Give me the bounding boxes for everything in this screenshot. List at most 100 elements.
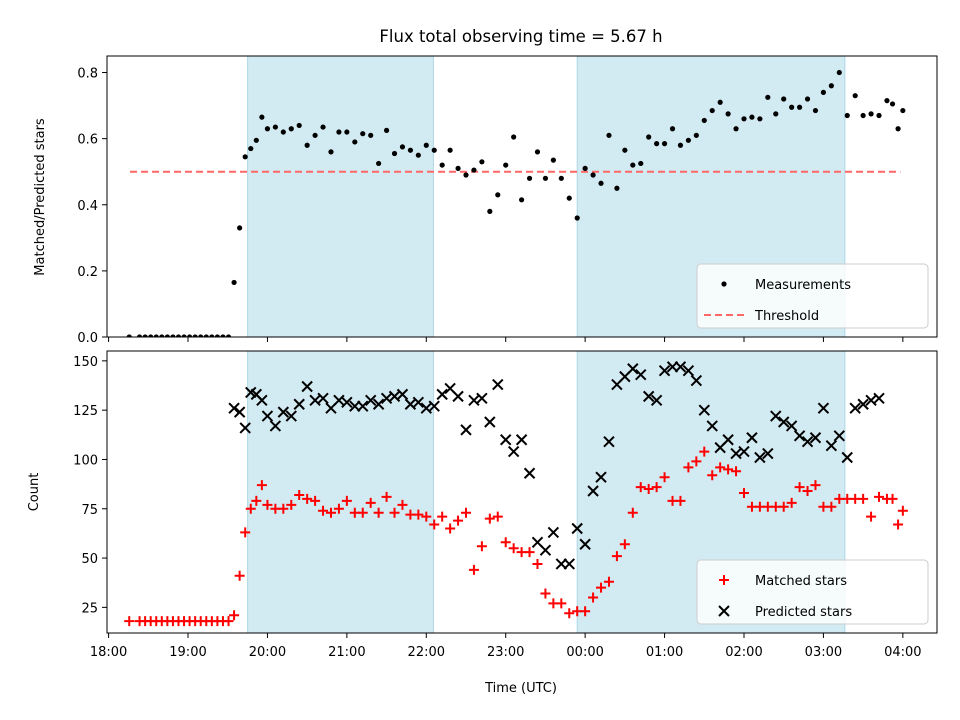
data-point [304,142,310,148]
data-point [203,334,209,337]
data-point [630,162,636,168]
data-point [532,558,543,569]
data-point [318,505,329,516]
data-point [181,334,187,337]
data-point [658,365,671,377]
data-point [407,147,414,153]
data-point [622,147,628,153]
data-point [590,172,596,178]
data-point [328,149,334,155]
data-point [598,180,604,186]
data-point [245,503,256,514]
data-point [288,126,294,132]
data-point [413,509,424,520]
series-matched-stars [124,446,908,627]
data-point [793,430,806,442]
bottom-y-axis-label: Count [27,473,42,512]
data-point [866,511,877,522]
data-point [519,197,525,203]
data-point [373,507,384,518]
data-point [437,511,448,522]
data-point [476,392,488,405]
data-point [770,410,782,422]
data-point [809,432,822,444]
data-point [164,334,170,337]
data-point [841,451,853,464]
y-tick-label: 25 [81,601,98,616]
data-point [650,394,663,407]
data-point [142,334,148,337]
data-point [476,541,487,552]
x-tick-label: 22:00 [408,645,445,660]
data-point [381,491,392,502]
legend-box [696,559,929,625]
data-point [749,114,755,120]
data-point [495,192,501,198]
data-point [611,551,622,562]
data-point [341,495,352,506]
data-point [868,111,874,117]
data-point [428,400,440,412]
data-point [707,470,718,481]
data-point [781,96,787,102]
data-point [635,482,646,493]
data-point [317,392,329,405]
data-point [677,142,684,148]
data-point [225,334,232,337]
data-point [515,434,528,446]
y-tick-label: 0.6 [77,133,98,148]
data-point [277,406,290,418]
legend: Matched stars Predicted stars [696,559,929,625]
shaded-region-1 [247,55,434,338]
data-point [159,334,165,337]
data-point [447,147,453,153]
data-point [479,159,485,165]
data-point [484,513,495,524]
data-point [778,501,789,512]
axes-frame [106,55,938,338]
data-point [455,165,461,171]
data-point [785,420,798,432]
data-point [825,439,838,452]
data-point [0,334,3,339]
data-point [614,185,620,191]
data-point [285,410,297,422]
data-point [659,472,670,483]
data-point [223,616,234,627]
chart-title: Flux total observing time = 5.67 h [379,27,662,46]
data-point [389,507,400,518]
data-point [269,420,282,432]
data-point [674,361,687,373]
legend-box [696,263,929,329]
data-point [293,398,305,410]
data-point [333,503,344,514]
data-point [596,582,607,593]
data-point [746,432,758,444]
data-point [242,154,248,160]
data-point [187,334,193,337]
data-point [237,225,243,231]
data-point [773,111,779,117]
data-point [453,515,464,526]
bottom-panel: 25 50 75 100 125 150 18:00 19:00 20:00 21:00 22:00… [73,350,938,660]
data-point [487,208,493,214]
plot-area [124,361,908,627]
x-tick-label: 18:00 [90,645,127,660]
data-point [762,447,774,460]
data-point [895,126,901,132]
data-point [741,116,747,122]
data-point [685,137,691,143]
legend-label: Predicted stars [755,605,852,620]
data-point [320,124,326,130]
data-point [341,396,353,408]
data-point [0,192,3,197]
data-point [325,507,336,518]
x-tick-label: 20:00 [249,645,286,660]
data-point [715,462,726,473]
data-point [357,507,368,518]
data-point [220,334,226,337]
data-point [738,445,750,458]
data-point [511,134,517,140]
data-point [723,464,734,475]
